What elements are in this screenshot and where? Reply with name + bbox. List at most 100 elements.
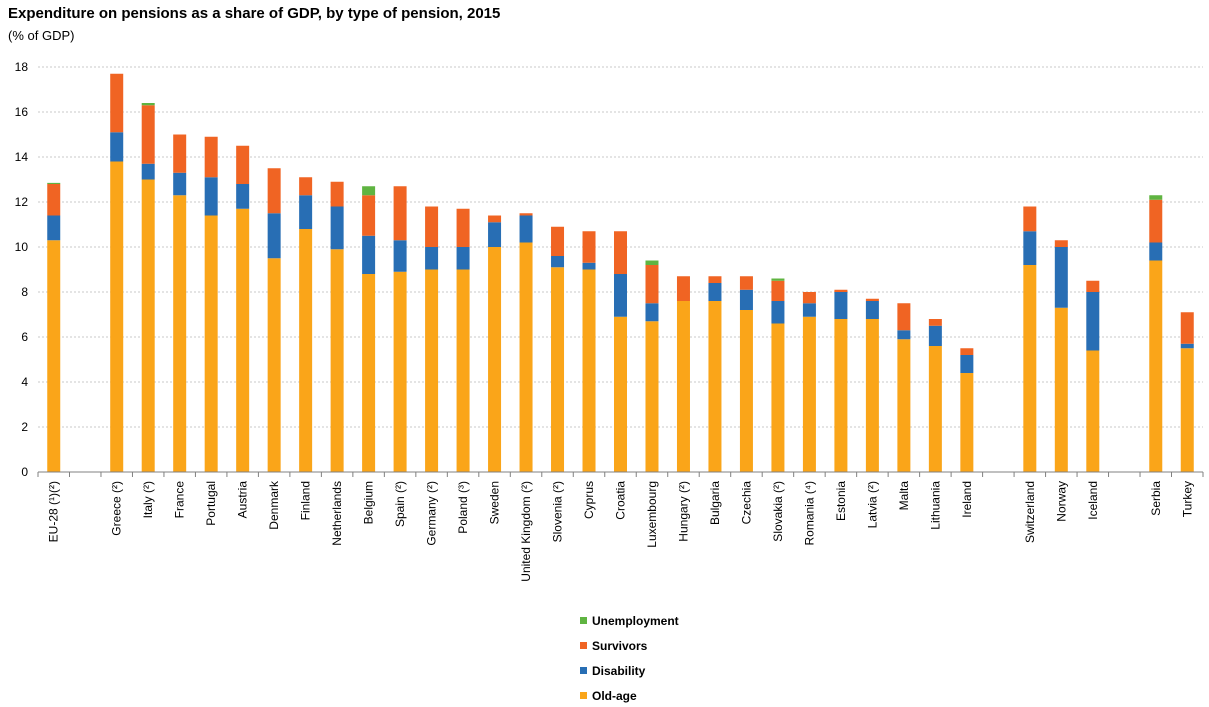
x-tick-label: Iceland <box>1086 481 1100 520</box>
bar-segment-old-age <box>299 229 313 472</box>
bar-segment-survivors <box>267 168 281 214</box>
bar-segment-survivors <box>1086 280 1100 292</box>
legend-label-survivors: Survivors <box>592 639 648 653</box>
x-tick-label: Cyprus <box>582 481 596 519</box>
bar-segment-survivors <box>1054 240 1068 247</box>
bar-segment-disability <box>173 172 187 196</box>
x-tick-label: Poland (³) <box>456 481 470 534</box>
bar-segment-disability <box>488 222 502 247</box>
bar-segment-old-age <box>488 247 502 472</box>
bar-segment-survivors <box>488 215 502 223</box>
bar-segment-disability <box>928 325 942 346</box>
bar-segment-survivors <box>236 145 250 184</box>
x-tick-label: Portugal <box>204 481 218 526</box>
bar-segment-disability <box>456 247 470 270</box>
bar-segment-survivors <box>771 280 785 301</box>
y-tick-labels: 0 2 4 6 8 10 12 14 16 18 <box>15 60 29 479</box>
legend: Unemployment Survivors Disability Old-age <box>580 614 679 703</box>
bars <box>47 73 1194 472</box>
bar-segment-survivors <box>614 231 627 274</box>
bar-segment-disability <box>299 195 313 229</box>
bar-segment-disability <box>1023 231 1037 265</box>
bar-segment-survivors <box>1023 206 1037 232</box>
bar-segment-old-age <box>362 274 376 472</box>
bar-segment-survivors <box>739 276 753 290</box>
legend-swatch-disability <box>580 667 587 674</box>
y-tick-label: 12 <box>15 195 29 209</box>
bar-segment-old-age <box>897 339 911 472</box>
x-tick-label: Hungary (²) <box>676 481 690 542</box>
bar-segment-old-age <box>267 258 281 472</box>
bar-segment-survivors <box>645 265 659 304</box>
x-tick-label: Latvia (²) <box>865 481 879 528</box>
x-tick-label: Romania (⁴) <box>802 481 816 546</box>
bar-segment-old-age <box>928 346 942 472</box>
bar-segment-old-age <box>519 242 533 472</box>
x-tick-label: Croatia <box>614 481 628 520</box>
legend-label-disability: Disability <box>592 664 646 678</box>
x-tick-labels: EU-28 (¹)(²) Greece (²) Italy (²) France Por… <box>47 480 1195 582</box>
bar-segment-disability <box>771 301 785 324</box>
bar-segment-disability <box>708 283 722 301</box>
bar-segment-disability <box>1149 242 1163 261</box>
bar-segment-survivors <box>456 208 470 247</box>
legend-label-unemployment: Unemployment <box>592 614 679 628</box>
x-tick-label: United Kingdom (²) <box>519 481 533 582</box>
x-tick-label: Spain (²) <box>393 481 407 527</box>
y-tick-label: 14 <box>15 150 29 164</box>
bar-segment-disability <box>739 289 753 310</box>
bar-segment-survivors <box>1149 199 1163 243</box>
bar-segment-old-age <box>204 215 218 472</box>
x-tick-label: Estonia <box>834 481 848 521</box>
bar-segment-survivors <box>928 319 942 326</box>
bar-segment-disability <box>110 132 124 162</box>
bar-segment-survivors <box>551 226 565 256</box>
bar-segment-survivors <box>362 195 376 236</box>
y-tick-label: 10 <box>15 240 29 254</box>
x-tick-label: Lithuania <box>928 481 942 530</box>
bar-segment-old-age <box>173 195 187 472</box>
x-tick-label: France <box>173 481 187 519</box>
bar-segment-old-age <box>393 271 407 472</box>
bar-segment-old-age <box>47 240 61 472</box>
legend-label-old-age: Old-age <box>592 689 637 703</box>
bar-segment-survivors <box>960 348 974 355</box>
bar-segment-disability <box>897 330 911 340</box>
bar-segment-old-age <box>834 319 848 472</box>
y-tick-label: 6 <box>21 330 28 344</box>
bar-segment-old-age <box>582 269 596 472</box>
bar-segment-old-age <box>141 179 155 472</box>
bar-segment-survivors <box>173 134 187 173</box>
chart-title: Expenditure on pensions as a share of GD… <box>8 5 501 22</box>
bar-segment-unemployment <box>645 260 659 265</box>
x-tick-label: Serbia <box>1149 481 1163 516</box>
bar-segment-old-age <box>865 319 879 472</box>
bar-segment-old-age <box>708 301 722 472</box>
bar-segment-survivors <box>425 206 439 247</box>
x-tick-label: EU-28 (¹)(²) <box>47 481 61 542</box>
bar-segment-survivors <box>519 213 533 216</box>
bar-segment-old-age <box>739 310 753 472</box>
x-tick-label: Norway <box>1054 481 1068 522</box>
bar-segment-disability <box>393 240 407 272</box>
x-tick-label: Finland <box>299 481 313 520</box>
bar-segment-old-age <box>960 373 974 472</box>
bar-segment-survivors <box>897 303 911 331</box>
x-tick-label: Belgium <box>362 481 376 524</box>
x-tick-label: Denmark <box>267 480 281 530</box>
bar-segment-survivors <box>393 186 407 241</box>
bar-segment-old-age <box>236 208 250 472</box>
legend-swatch-survivors <box>580 642 587 649</box>
bar-segment-old-age <box>456 269 470 472</box>
bar-segment-disability <box>204 177 218 216</box>
bar-segment-unemployment <box>47 182 61 184</box>
x-tick-label: Luxembourg <box>645 481 659 548</box>
bar-segment-old-age <box>1180 348 1194 472</box>
bar-segment-disability <box>802 303 816 317</box>
bar-segment-disability <box>960 355 974 373</box>
bar-segment-disability <box>865 301 879 319</box>
bar-segment-unemployment <box>771 278 785 281</box>
x-tick-label: Bulgaria <box>708 481 722 525</box>
x-tick-label: Malta <box>897 481 911 511</box>
